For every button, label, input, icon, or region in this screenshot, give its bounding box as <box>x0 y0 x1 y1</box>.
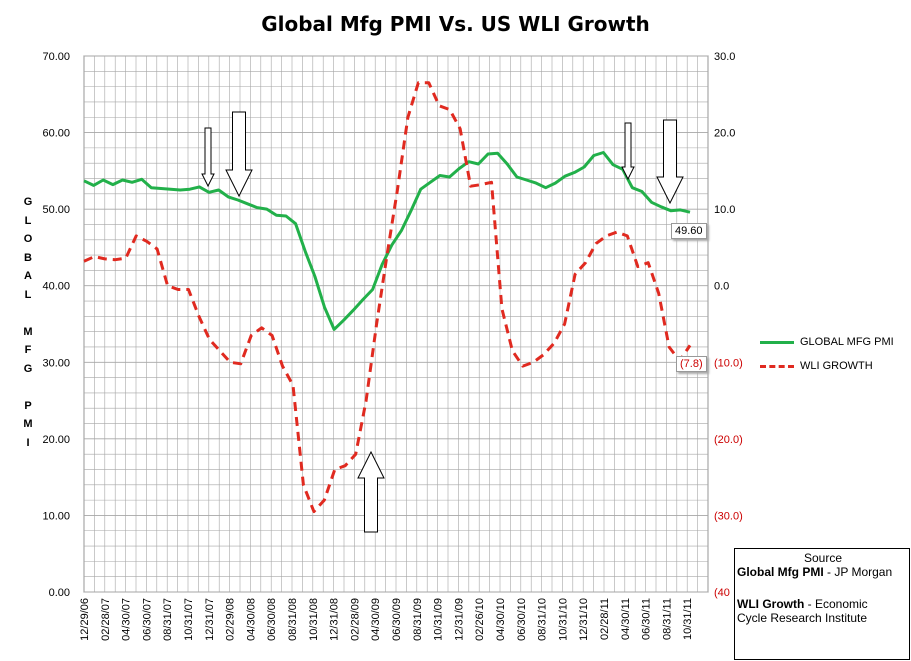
y-axis-left-label-char: A <box>24 270 32 282</box>
x-tick-label: 04/30/08 <box>245 598 257 641</box>
x-tick-label: 12/31/09 <box>453 598 465 641</box>
series-line-global-mfg-pmi <box>83 151 691 331</box>
x-tick-label: 02/28/11 <box>599 598 611 640</box>
source-line-2: WLI Growth - Economic <box>737 597 909 611</box>
y-left-tick-label: 50.00 <box>42 204 70 216</box>
x-tick-label: 12/31/10 <box>578 598 590 641</box>
y-axis-left-label-char: M <box>23 418 33 430</box>
legend-label-wli: WLI GROWTH <box>800 360 873 372</box>
x-tick-label: 04/30/07 <box>121 598 133 641</box>
y-left-tick-label: 20.00 <box>42 434 70 446</box>
y-axis-left-label-char: L <box>24 214 32 227</box>
legend-label-pmi: GLOBAL MFG PMI <box>800 336 894 348</box>
source-spacer <box>737 579 909 597</box>
y-left-tick-label: 40.00 <box>42 281 70 293</box>
y-right-tick-label: 20.0 <box>714 128 735 140</box>
legend-item-pmi: GLOBAL MFG PMI <box>760 330 894 354</box>
y-right-tick-label: (20.0) <box>714 434 743 446</box>
x-tick-label: 06/30/08 <box>266 598 278 641</box>
x-tick-label: 06/30/11 <box>641 598 653 640</box>
y-axis-left-label-char: M <box>23 325 33 338</box>
y-right-tick-label: (10.0) <box>714 357 743 369</box>
source-heading: Source <box>803 551 843 565</box>
y-axis-left-label-char: F <box>24 344 32 356</box>
wli-last-value-callout: (7.8) <box>676 356 707 372</box>
x-tick-label: 02/29/08 <box>225 598 237 641</box>
x-tick-label: 04/30/09 <box>370 598 382 641</box>
y-axis-left-label-char: O <box>23 233 33 245</box>
chart-legend: GLOBAL MFG PMI WLI GROWTH <box>760 330 894 378</box>
y-right-tick-label: 30.0 <box>714 51 735 63</box>
x-tick-label: 12/29/06 <box>79 598 91 641</box>
x-tick-label: 08/31/08 <box>287 598 299 641</box>
x-tick-label: 12/31/07 <box>204 598 216 641</box>
y-left-tick-label: 10.00 <box>42 510 70 522</box>
arrow-annotation <box>656 119 684 205</box>
source-line-3: Cycle Research Institute <box>737 611 868 625</box>
source-wli-provider: - Economic <box>804 597 868 611</box>
x-tick-label: 12/31/08 <box>329 598 341 641</box>
y-axis-left-label-char: I <box>26 436 30 449</box>
x-tick-label: 02/28/07 <box>100 598 112 641</box>
x-tick-label: 08/31/09 <box>412 598 424 641</box>
source-box: Source Global Mfg PMI - JP Morgan WLI Gr… <box>734 548 910 660</box>
series-line-wli-growth <box>83 81 692 514</box>
arrow-annotation <box>201 127 215 188</box>
y-right-tick-label: 0.0 <box>714 281 729 293</box>
x-tick-label: 08/31/11 <box>661 598 673 640</box>
x-tick-label: 10/31/10 <box>557 598 569 641</box>
x-tick-label: 06/30/09 <box>391 598 403 641</box>
y-left-tick-label: 0.00 <box>49 587 70 599</box>
x-tick-label: 08/31/10 <box>537 598 549 641</box>
x-tick-label: 10/31/11 <box>682 598 694 640</box>
arrow-annotation <box>621 122 635 181</box>
y-left-tick-label: 30.00 <box>42 357 70 369</box>
y-left-tick-label: 60.00 <box>42 128 70 140</box>
x-tick-label: 10/31/07 <box>183 598 195 641</box>
arrow-annotation <box>225 111 253 198</box>
source-wli-name: WLI Growth <box>737 597 805 611</box>
x-tick-label: 04/30/11 <box>620 598 632 640</box>
legend-item-wli: WLI GROWTH <box>760 354 894 378</box>
y-right-tick-label: (40 <box>714 587 730 599</box>
chart-title: Global Mfg PMI Vs. US WLI Growth <box>261 12 650 36</box>
x-tick-label: 06/30/10 <box>516 598 528 641</box>
x-tick-label: 02/26/10 <box>474 598 486 641</box>
x-tick-label: 04/30/10 <box>495 598 507 641</box>
y-axis-left-label-char: P <box>24 399 32 412</box>
x-tick-label: 10/31/08 <box>308 598 320 641</box>
source-line-1: Global Mfg PMI - JP Morgan <box>737 565 909 579</box>
legend-swatch-pmi <box>760 340 794 344</box>
x-tick-label: 10/31/09 <box>433 598 445 641</box>
arrow-annotation <box>357 450 385 533</box>
x-tick-label: 02/28/09 <box>349 598 361 641</box>
y-axis-left-label-char: G <box>23 362 33 375</box>
y-axis-left-label-char: B <box>24 251 32 264</box>
legend-swatch-wli <box>760 364 794 368</box>
y-right-tick-label: 10.0 <box>714 204 735 216</box>
y-axis-left-label-char: G <box>23 196 33 208</box>
source-pmi-provider: - JP Morgan <box>823 565 893 579</box>
x-tick-label: 06/30/07 <box>141 598 153 641</box>
x-tick-label: 08/31/07 <box>162 598 174 641</box>
y-right-tick-label: (30.0) <box>714 510 743 522</box>
y-axis-left-label-char: L <box>24 288 32 301</box>
y-left-tick-label: 70.00 <box>42 51 70 63</box>
source-pmi-name: Global Mfg PMI <box>737 565 824 579</box>
pmi-last-value-callout: 49.60 <box>671 223 707 239</box>
